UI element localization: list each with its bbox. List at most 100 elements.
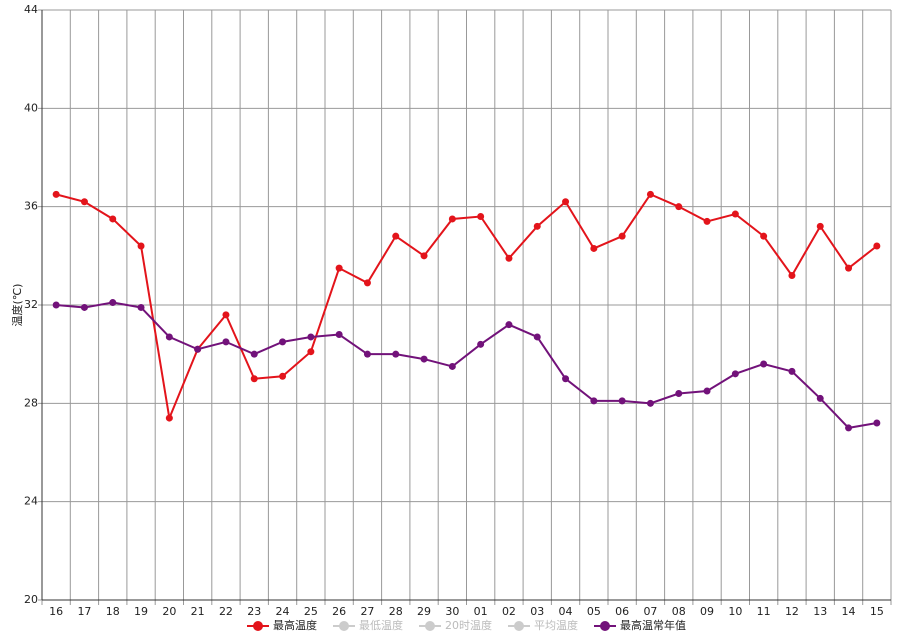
legend-swatch bbox=[339, 621, 349, 631]
data-point bbox=[788, 367, 796, 375]
data-point bbox=[307, 348, 315, 356]
data-point bbox=[505, 321, 513, 329]
x-tick-label: 11 bbox=[757, 605, 771, 618]
data-point bbox=[845, 424, 853, 432]
data-point bbox=[505, 254, 513, 262]
data-point bbox=[52, 190, 60, 198]
data-point bbox=[675, 390, 683, 397]
y-tick-label: 44 bbox=[24, 3, 38, 16]
data-point bbox=[448, 362, 456, 370]
x-tick-label: 23 bbox=[247, 605, 261, 618]
legend: 最高温度 最低温度 20时温度 平均温度 最高温常年值 bbox=[247, 618, 686, 632]
data-point bbox=[335, 331, 343, 338]
x-tick-label: 12 bbox=[785, 605, 799, 618]
x-tick-label: 01 bbox=[474, 605, 488, 618]
data-point bbox=[250, 375, 258, 383]
data-point bbox=[703, 387, 711, 395]
x-tick-label: 21 bbox=[191, 605, 205, 618]
data-point bbox=[477, 213, 485, 220]
legend-swatch bbox=[514, 621, 524, 631]
data-point bbox=[109, 299, 117, 307]
data-point bbox=[165, 414, 173, 422]
x-tick-label: 18 bbox=[106, 605, 120, 618]
legend-swatch bbox=[425, 621, 435, 631]
data-point bbox=[80, 198, 88, 206]
x-tick-label: 22 bbox=[219, 605, 233, 618]
data-point bbox=[562, 198, 570, 206]
data-point bbox=[562, 375, 570, 383]
x-tick-label: 16 bbox=[49, 605, 63, 618]
data-point bbox=[137, 242, 145, 250]
data-point bbox=[731, 370, 739, 378]
data-point bbox=[845, 264, 853, 272]
series-line bbox=[56, 301, 878, 429]
x-tick-label: 15 bbox=[870, 605, 884, 618]
data-point bbox=[363, 350, 371, 358]
data-point bbox=[363, 279, 371, 287]
data-point bbox=[80, 303, 88, 311]
x-tick-label: 07 bbox=[643, 605, 657, 618]
x-tick-label: 26 bbox=[332, 605, 346, 618]
x-tick-label: 29 bbox=[417, 605, 431, 618]
y-axis-label: 温度(℃) bbox=[10, 284, 24, 327]
data-point bbox=[448, 215, 456, 223]
data-point bbox=[165, 333, 173, 341]
data-point bbox=[420, 252, 428, 260]
data-point bbox=[307, 333, 315, 341]
y-tick-label: 20 bbox=[24, 593, 38, 606]
x-tick-label: 14 bbox=[842, 605, 856, 618]
x-tick-label: 28 bbox=[389, 605, 403, 618]
data-point bbox=[618, 232, 626, 240]
x-tick-label: 19 bbox=[134, 605, 148, 618]
data-point bbox=[646, 399, 654, 407]
y-tick-label: 24 bbox=[24, 495, 38, 508]
x-tick-label: 27 bbox=[360, 605, 374, 618]
x-tick-label: 13 bbox=[813, 605, 827, 618]
data-point bbox=[788, 272, 796, 279]
x-tick-label: 20 bbox=[162, 605, 176, 618]
data-point bbox=[816, 222, 824, 230]
x-tick-label: 08 bbox=[672, 605, 686, 618]
series-line bbox=[55, 193, 878, 422]
x-tick-label: 17 bbox=[77, 605, 91, 618]
data-point bbox=[109, 215, 117, 223]
y-tick-label: 28 bbox=[24, 396, 38, 409]
data-point bbox=[194, 345, 202, 353]
legend-label: 最低温度 bbox=[359, 618, 403, 632]
data-point bbox=[533, 222, 541, 230]
x-tick-label: 02 bbox=[502, 605, 516, 618]
data-point bbox=[52, 301, 60, 309]
legend-label: 最高温度 bbox=[273, 618, 317, 632]
legend-label: 平均温度 bbox=[534, 618, 578, 632]
y-tick-label: 32 bbox=[24, 298, 38, 311]
x-tick-label: 24 bbox=[276, 605, 290, 618]
legend-label: 20时温度 bbox=[445, 618, 492, 632]
x-tick-label: 09 bbox=[700, 605, 714, 618]
x-tick-label: 05 bbox=[587, 605, 601, 618]
data-point bbox=[137, 303, 145, 311]
data-point bbox=[335, 264, 343, 272]
data-point bbox=[873, 242, 881, 250]
data-point bbox=[760, 232, 768, 240]
data-point bbox=[618, 397, 626, 405]
data-point bbox=[222, 311, 230, 319]
y-tick-label: 40 bbox=[24, 101, 38, 114]
x-tick-label: 30 bbox=[445, 605, 459, 618]
data-point bbox=[279, 338, 287, 346]
data-point bbox=[279, 372, 287, 380]
data-point bbox=[533, 333, 541, 341]
y-tick-label: 36 bbox=[24, 200, 38, 213]
x-tick-label: 25 bbox=[304, 605, 318, 618]
x-tick-label: 06 bbox=[615, 605, 629, 618]
data-point bbox=[477, 340, 485, 348]
legend-label: 最高温常年值 bbox=[620, 618, 686, 632]
data-point bbox=[816, 394, 824, 402]
data-point bbox=[646, 190, 654, 198]
data-point bbox=[222, 338, 230, 346]
legend-swatch bbox=[600, 621, 610, 631]
data-point bbox=[760, 360, 768, 368]
data-point bbox=[590, 397, 598, 405]
data-point bbox=[250, 350, 258, 358]
legend-swatch bbox=[253, 621, 263, 631]
